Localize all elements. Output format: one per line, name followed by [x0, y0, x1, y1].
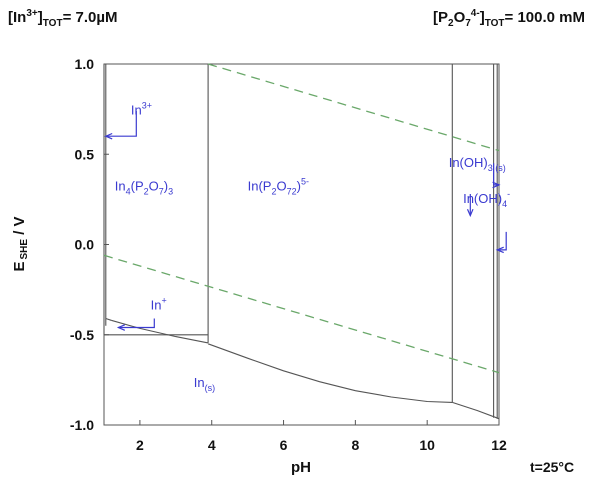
x-tick-label: 10 — [419, 437, 435, 453]
species-label: In4(P2O7)3 — [115, 178, 173, 196]
x-tick-label: 6 — [280, 437, 288, 453]
boundary-line-3 — [111, 319, 209, 344]
arrow-head — [495, 246, 504, 254]
species-label: In+ — [151, 295, 167, 312]
x-tick-label: 2 — [136, 437, 144, 453]
x-tick-label: 8 — [351, 437, 359, 453]
water-stability-line — [103, 254, 500, 374]
label-arrow — [497, 231, 507, 251]
arrow-head — [116, 324, 126, 331]
x-tick-label: 4 — [208, 437, 216, 453]
label-arrow — [105, 110, 137, 137]
species-label: In(s) — [194, 375, 215, 393]
species-label: In(OH)4- — [463, 189, 510, 209]
header-concentration-right: [P2O74-]TOT= 100.0 mM — [433, 8, 585, 29]
y-tick-label: 1.0 — [75, 56, 95, 72]
boundary-line-2 — [105, 317, 112, 321]
x-tick-label: 12 — [491, 437, 507, 453]
species-label: In3+ — [131, 101, 152, 118]
y-tick-label: 0.5 — [75, 146, 95, 162]
y-axis-label: ESHE / V — [11, 216, 30, 271]
species-label: In(P2O72)5- — [248, 176, 309, 196]
x-axis-ticks: 2 4 6 8 10 12 — [136, 420, 507, 453]
series-layer — [103, 63, 500, 420]
boundary-line-6 — [207, 343, 453, 403]
y-tick-label: -1.0 — [70, 417, 94, 433]
header-concentration-left: [In3+]TOT= 7.0µM — [8, 8, 117, 29]
arrow-head — [492, 181, 501, 189]
temperature-label: t=25°C — [530, 459, 574, 475]
plot-frame — [103, 63, 500, 426]
water-stability-line — [207, 63, 500, 152]
species-labels: In3+ In4(P2O7)3 In(P2O72)5- In(OH)3 (s) In(O… — [115, 101, 510, 394]
arrow-head — [104, 132, 113, 140]
y-axis-ticks: 1.0 0.5 0.0 -0.5 -1.0 — [70, 56, 109, 433]
label-arrow — [118, 318, 155, 329]
species-label: In(OH)3 (s) — [449, 155, 506, 173]
y-tick-label: -0.5 — [70, 327, 94, 343]
boundary-line-8 — [452, 401, 500, 420]
arrows-layer — [104, 110, 507, 331]
label-arrow — [493, 163, 499, 186]
x-axis-label: pH — [291, 459, 311, 476]
y-tick-label: 0.0 — [75, 237, 95, 253]
arrow-head — [466, 208, 474, 218]
